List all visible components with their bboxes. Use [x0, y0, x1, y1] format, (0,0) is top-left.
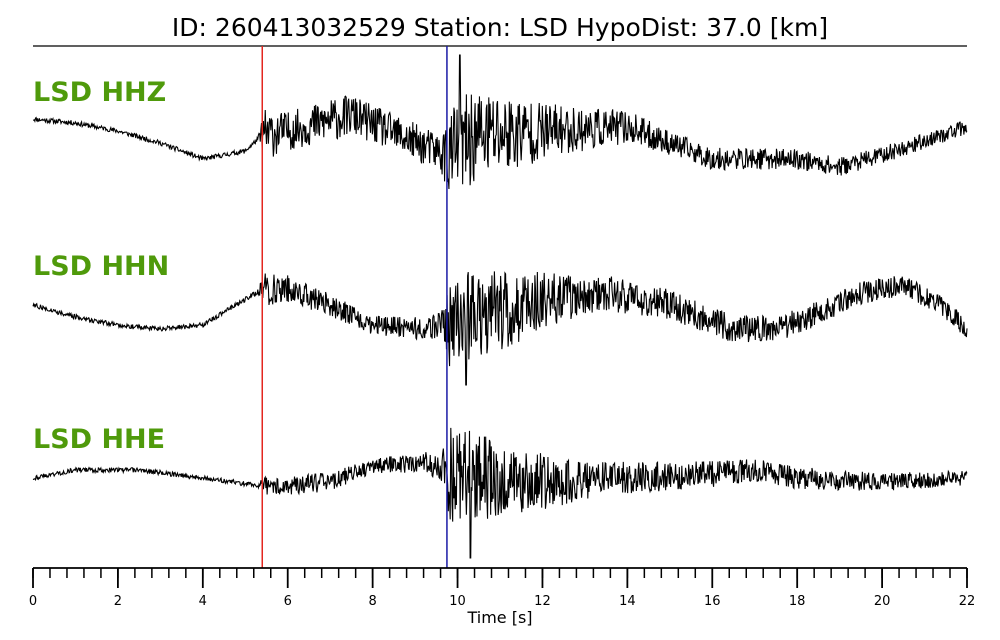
x-tick-label: 22	[959, 594, 976, 609]
x-tick-label: 12	[534, 594, 551, 609]
x-tick-label: 20	[874, 594, 891, 609]
channel-label-hhz: LSD HHZ	[33, 77, 166, 108]
x-tick-label: 14	[619, 594, 636, 609]
x-tick-label: 6	[284, 594, 292, 609]
x-axis-label: Time [s]	[466, 608, 532, 627]
waveform-traces	[32, 54, 968, 559]
time-axis: 0 2 4 6 8 10 12 14 16 18 20 22	[29, 567, 976, 609]
trace-lsd-hhn	[32, 271, 968, 386]
trace-lsd-hhz	[32, 54, 968, 190]
chart-title: ID: 260413032529 Station: LSD HypoDist: …	[172, 13, 828, 42]
channel-label-hhn: LSD HHN	[33, 251, 169, 282]
channel-label-hhe: LSD HHE	[33, 424, 165, 455]
trace-lsd-hhe	[32, 427, 968, 559]
x-tick-label: 2	[114, 594, 122, 609]
x-tick-label: 16	[704, 594, 721, 609]
x-tick-label: 18	[789, 594, 806, 609]
x-tick-label: 8	[368, 594, 376, 609]
phase-picks	[261, 46, 448, 568]
x-tick-label: 10	[449, 594, 466, 609]
x-tick-label: 4	[199, 594, 207, 609]
x-tick-label: 0	[29, 594, 37, 609]
